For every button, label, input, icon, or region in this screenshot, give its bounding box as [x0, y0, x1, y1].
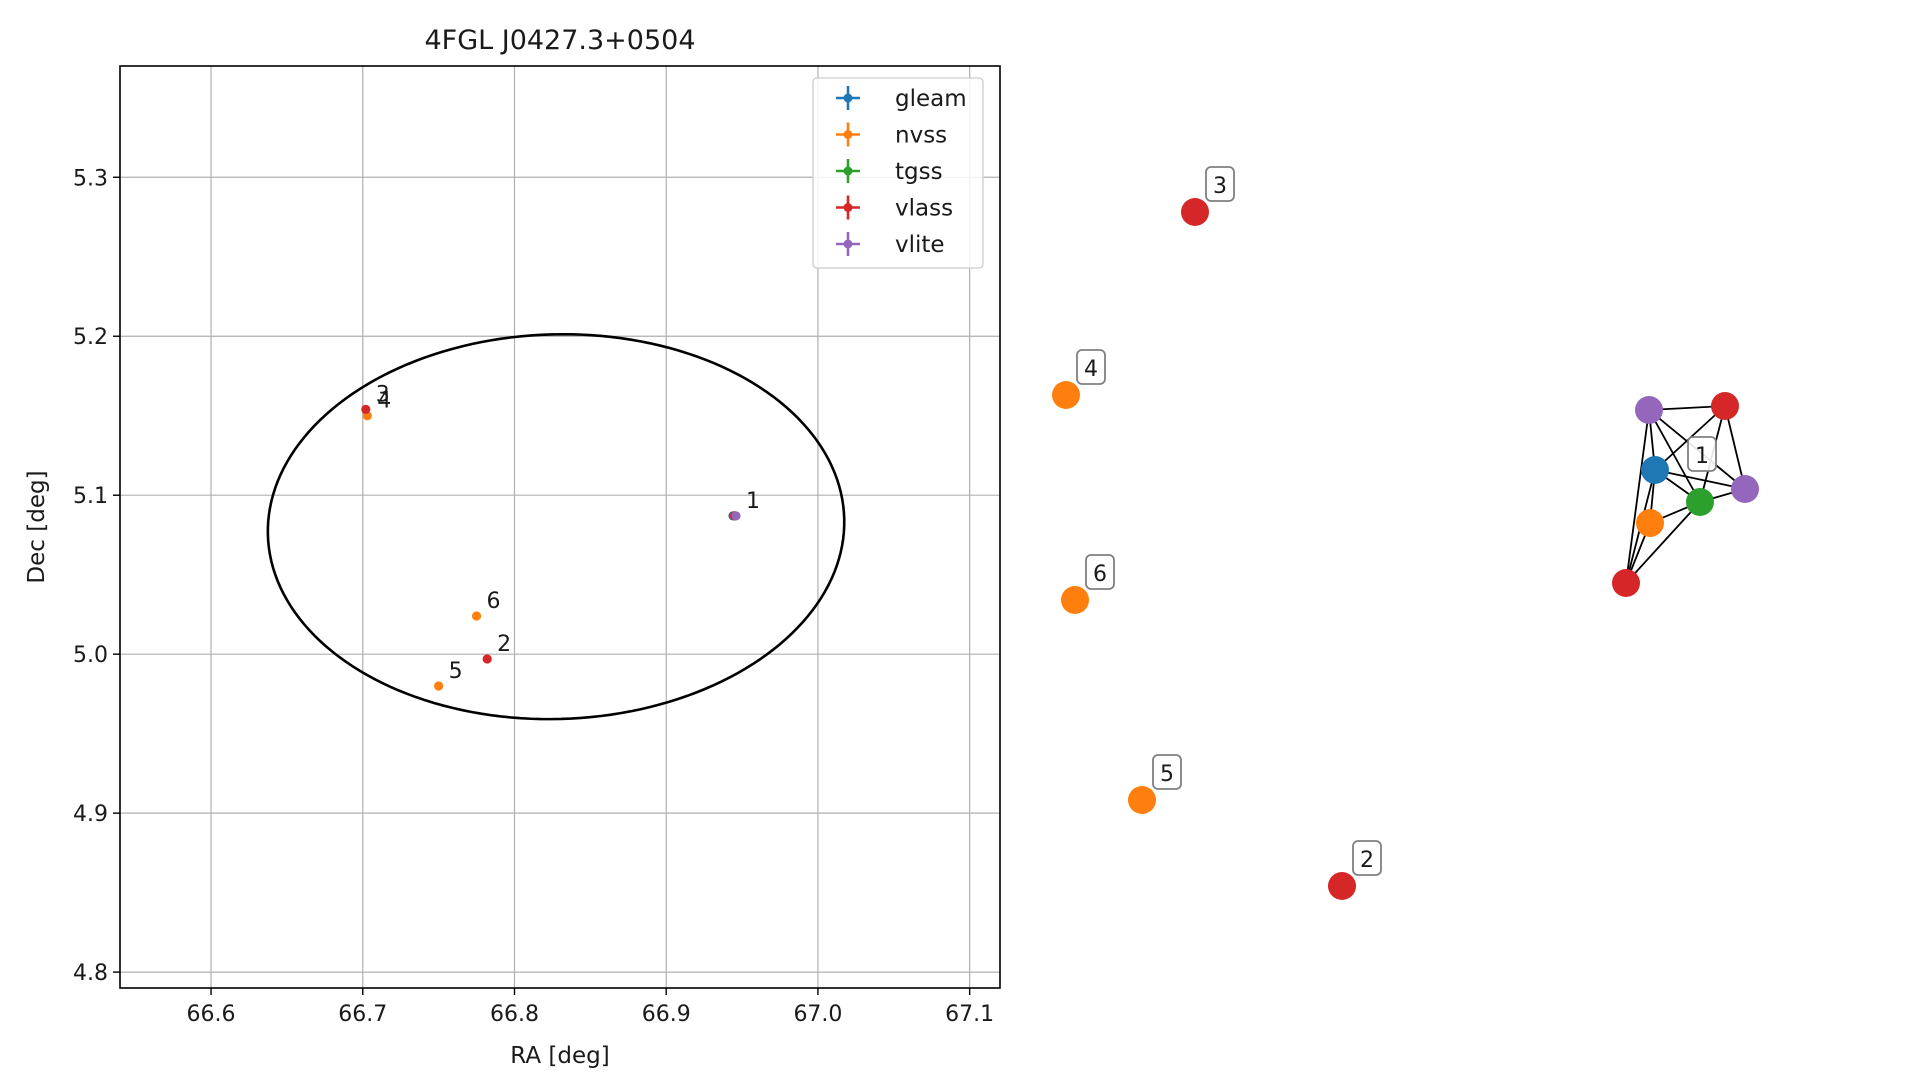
legend-marker-tgss [843, 166, 853, 176]
scatter-panel: 1 2 34 5 6 66.6 66.7 66.8 66.9 67.0 67.1 4.8 4.9 5.0… [24, 25, 1001, 1069]
point-annotation: 5 [449, 659, 463, 684]
network-node [1612, 569, 1640, 597]
x-axis-label: RA [deg] [510, 1043, 609, 1069]
error-ellipse-layer [266, 332, 846, 721]
chart-title: 4FGL J0427.3+0504 [424, 25, 695, 56]
data-point-nvss [434, 681, 444, 691]
legend-marker-vlass [843, 203, 853, 212]
node-label-box [1085, 554, 1115, 590]
x-tick-label: 67.0 [793, 1002, 842, 1027]
point-annotation: 4 [377, 389, 391, 414]
x-tick-label: 66.6 [187, 1002, 236, 1027]
point-annotation: 1 [746, 489, 760, 514]
data-point-nvss [471, 611, 482, 621]
point-annotation: 3 [376, 382, 390, 407]
network-edge [1625, 501, 1701, 584]
legend-marker-nvss [843, 130, 853, 139]
node-label: 5 [1160, 762, 1174, 787]
network-labels: 1 3 4 6 5 2 [1076, 166, 1717, 876]
network-node [1686, 488, 1714, 516]
y-tick-label: 5.0 [73, 643, 108, 668]
node-label-box [1152, 754, 1182, 790]
node-label: 3 [1213, 174, 1227, 199]
point-annotations: 1 2 34 5 6 [376, 382, 760, 684]
network-edge [1648, 409, 1701, 503]
point-annotation: 2 [497, 632, 511, 657]
x-tick-label: 67.1 [945, 1002, 994, 1027]
y-tick-label: 4.8 [73, 961, 108, 986]
legend: gleam nvss tgss vlass vlite [812, 77, 984, 269]
network-edge [1724, 405, 1746, 490]
axis-ticks: 66.6 66.7 66.8 66.9 67.0 67.1 4.8 4.9 5.0 5.1 5.2 5… [73, 166, 994, 1027]
node-label: 2 [1360, 848, 1374, 873]
node-label-box [1352, 840, 1382, 876]
network-node [1636, 509, 1664, 537]
network-edge [1625, 409, 1650, 584]
data-point-vlite [731, 511, 741, 521]
legend-label-tgss: tgss [895, 159, 943, 185]
legend-label-vlass: vlass [895, 196, 953, 222]
x-tick-label: 66.8 [490, 1002, 539, 1027]
node-label: 1 [1695, 444, 1709, 469]
legend-label-nvss: nvss [895, 123, 947, 149]
network-panel: 1 3 4 6 5 2 [1052, 166, 1759, 900]
y-tick-label: 5.1 [73, 484, 108, 509]
x-tick-label: 66.7 [338, 1002, 387, 1027]
y-tick-label: 4.9 [73, 802, 108, 827]
legend-marker-gleam [843, 93, 853, 103]
legend-label-vlite: vlite [895, 232, 945, 258]
legend-label-gleam: gleam [895, 86, 967, 112]
network-node-4 [1052, 381, 1080, 409]
x-tick-label: 66.9 [642, 1002, 691, 1027]
network-node [1635, 396, 1663, 424]
data-point-vlass [482, 654, 492, 664]
axes-frame [119, 65, 1001, 989]
network-node [1731, 475, 1759, 503]
y-tick-label: 5.3 [73, 166, 108, 191]
y-tick-label: 5.2 [73, 325, 108, 350]
legend-box [812, 77, 984, 269]
legend-marker-vlite [843, 239, 853, 249]
network-edge [1654, 469, 1746, 490]
data-points [361, 404, 741, 691]
network-node [1641, 456, 1669, 484]
node-label-box [1076, 349, 1106, 385]
node-label-box [1687, 436, 1717, 472]
node-label-box [1205, 166, 1235, 202]
network-edges [1625, 405, 1746, 584]
network-node-3 [1181, 198, 1209, 226]
network-node-6 [1061, 586, 1089, 614]
network-nodes [1052, 198, 1759, 900]
network-node-2 [1328, 872, 1356, 900]
node-label: 4 [1084, 357, 1098, 382]
data-point-vlass [361, 404, 371, 414]
y-axis-label: Dec [deg] [24, 470, 50, 583]
node-label: 6 [1093, 562, 1107, 587]
error-ellipse [266, 332, 846, 721]
network-node [1711, 392, 1739, 420]
network-node-5 [1128, 786, 1156, 814]
point-annotation: 6 [487, 589, 501, 614]
